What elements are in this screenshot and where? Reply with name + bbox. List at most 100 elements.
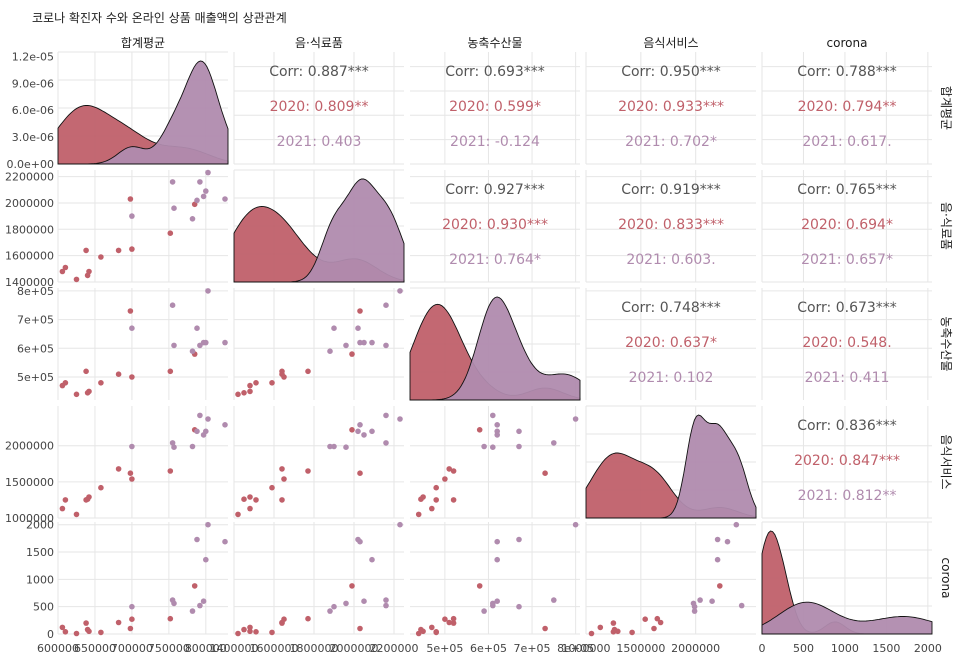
panel-corona-hapgye (57, 521, 228, 637)
panel-food-corona (761, 170, 932, 283)
panel-food-foodsvc (585, 170, 756, 283)
corr-2021: 2021: 0.812** (798, 488, 897, 504)
point-2020-1 (247, 624, 253, 631)
corr-overall: Corr: 0.927*** (445, 182, 545, 198)
point-2021-4 (189, 216, 196, 222)
point-2021-6 (738, 602, 745, 609)
point-2020-3 (235, 391, 241, 398)
point-2021-8 (369, 428, 375, 435)
point-2021-7 (494, 598, 501, 604)
ytick-agri: 5e+05 (17, 371, 54, 384)
corr-hapgye-food: Corr: 0.887*** 2020: 0.809** 2021: 0.403 (269, 64, 369, 150)
point-2020-7 (98, 254, 104, 260)
panel-agri-hapgye (57, 288, 228, 400)
panel-foodsvc-corona (761, 406, 932, 519)
corr-hapgye-corona: Corr: 0.788*** 2020: 0.794** 2021: 0.617. (797, 64, 897, 150)
point-2020-11 (450, 615, 457, 622)
point-2020-7 (629, 629, 635, 636)
point-2021-2 (697, 597, 703, 603)
point-2021-6 (490, 602, 496, 609)
point-2021-10 (222, 422, 228, 428)
point-2021-3 (171, 342, 177, 349)
point-2020-7 (98, 629, 104, 636)
point-2020-3 (415, 511, 422, 518)
panel-foodsvc-food (233, 406, 404, 519)
point-2021-6 (197, 179, 203, 185)
panel-foodsvc-agri (410, 406, 580, 519)
point-2021-5 (194, 536, 200, 543)
panel-foodsvc-foodsvc (585, 405, 757, 519)
point-2021-4 (481, 608, 487, 614)
panel-corona-corona (761, 521, 933, 635)
point-2020-1 (247, 505, 253, 512)
point-2020-12 (349, 583, 355, 589)
corr-overall: Corr: 0.765*** (797, 182, 897, 198)
strip-right-corona: corona (939, 558, 953, 599)
point-2020-7 (269, 629, 275, 636)
panel-food-hapgye (57, 169, 228, 283)
point-2020-9 (127, 625, 134, 632)
corr-food-agri: Corr: 0.927*** 2020: 0.930*** 2021: 0.764* (442, 182, 548, 268)
point-2021-4 (189, 443, 196, 450)
point-2021-2 (551, 597, 557, 603)
corr-2021: 2021: 0.603. (626, 252, 715, 268)
point-2020-11 (167, 615, 174, 622)
xtick-agri: 5e+05 (426, 642, 463, 655)
point-2020-6 (247, 388, 253, 395)
point-2021-10 (724, 538, 731, 545)
corr-2020: 2020: 0.933*** (618, 99, 724, 115)
point-2021-1 (129, 603, 135, 610)
point-2020-1 (59, 268, 66, 275)
ytick-corona: 2000 (26, 519, 54, 532)
point-2021-3 (490, 444, 496, 451)
point-2021-5 (714, 536, 721, 543)
point-2020-6 (420, 628, 426, 635)
panel-hapgye-hapgye (57, 51, 229, 165)
ytick-agri: 8e+05 (17, 285, 54, 298)
panel-hapgye-food (233, 52, 404, 165)
ytick-corona: 1500 (26, 546, 54, 559)
point-2021-7 (200, 193, 207, 200)
point-2020-10 (281, 374, 287, 380)
point-2020-6 (615, 628, 621, 635)
ytick-corona: 500 (33, 601, 54, 614)
point-2020-1 (59, 505, 66, 512)
point-2020-10 (281, 476, 287, 482)
point-2021-1 (129, 325, 135, 332)
point-2020-9 (357, 625, 363, 632)
point-2021-8 (714, 556, 721, 563)
panel-agri-foodsvc (585, 288, 756, 400)
point-2020-11 (167, 368, 174, 375)
point-2021-5 (355, 428, 361, 435)
point-2020-12 (191, 583, 198, 589)
point-2021-5 (194, 428, 200, 435)
point-2020-6 (86, 494, 92, 500)
corr-2020: 2020: 0.833*** (618, 217, 724, 233)
point-2021-8 (203, 428, 209, 435)
point-2020-12 (476, 583, 483, 589)
point-2021-4 (327, 348, 333, 355)
point-2020-3 (73, 276, 80, 283)
strip-top-agri: 농축수산물 (467, 36, 522, 50)
corr-2020: 2020: 0.694* (801, 217, 893, 233)
corr-2021: 2021: 0.702* (625, 134, 717, 150)
xtick-corona: 2000 (914, 642, 942, 655)
panel-food-food (233, 169, 405, 283)
point-2021-2 (169, 179, 176, 185)
point-2020-1 (429, 505, 435, 512)
point-2021-3 (343, 444, 349, 451)
corr-2020: 2020: 0.599* (449, 99, 541, 115)
point-2021-4 (481, 443, 487, 450)
point-2021-5 (194, 197, 200, 204)
panel-corona-agri (410, 521, 580, 637)
corr-2020: 2020: 0.794** (798, 99, 897, 115)
point-2020-6 (86, 388, 92, 395)
strip-top-corona: corona (827, 36, 868, 50)
corr-2020: 2020: 0.847*** (794, 453, 900, 469)
point-2021-10 (494, 422, 501, 428)
point-2021-8 (203, 556, 209, 563)
chart-title: 코로나 확진자 수와 온라인 상품 매출액의 상관관계 (32, 11, 287, 25)
point-2020-4 (83, 620, 89, 626)
point-2021-8 (369, 556, 375, 563)
point-2021-5 (355, 325, 361, 332)
